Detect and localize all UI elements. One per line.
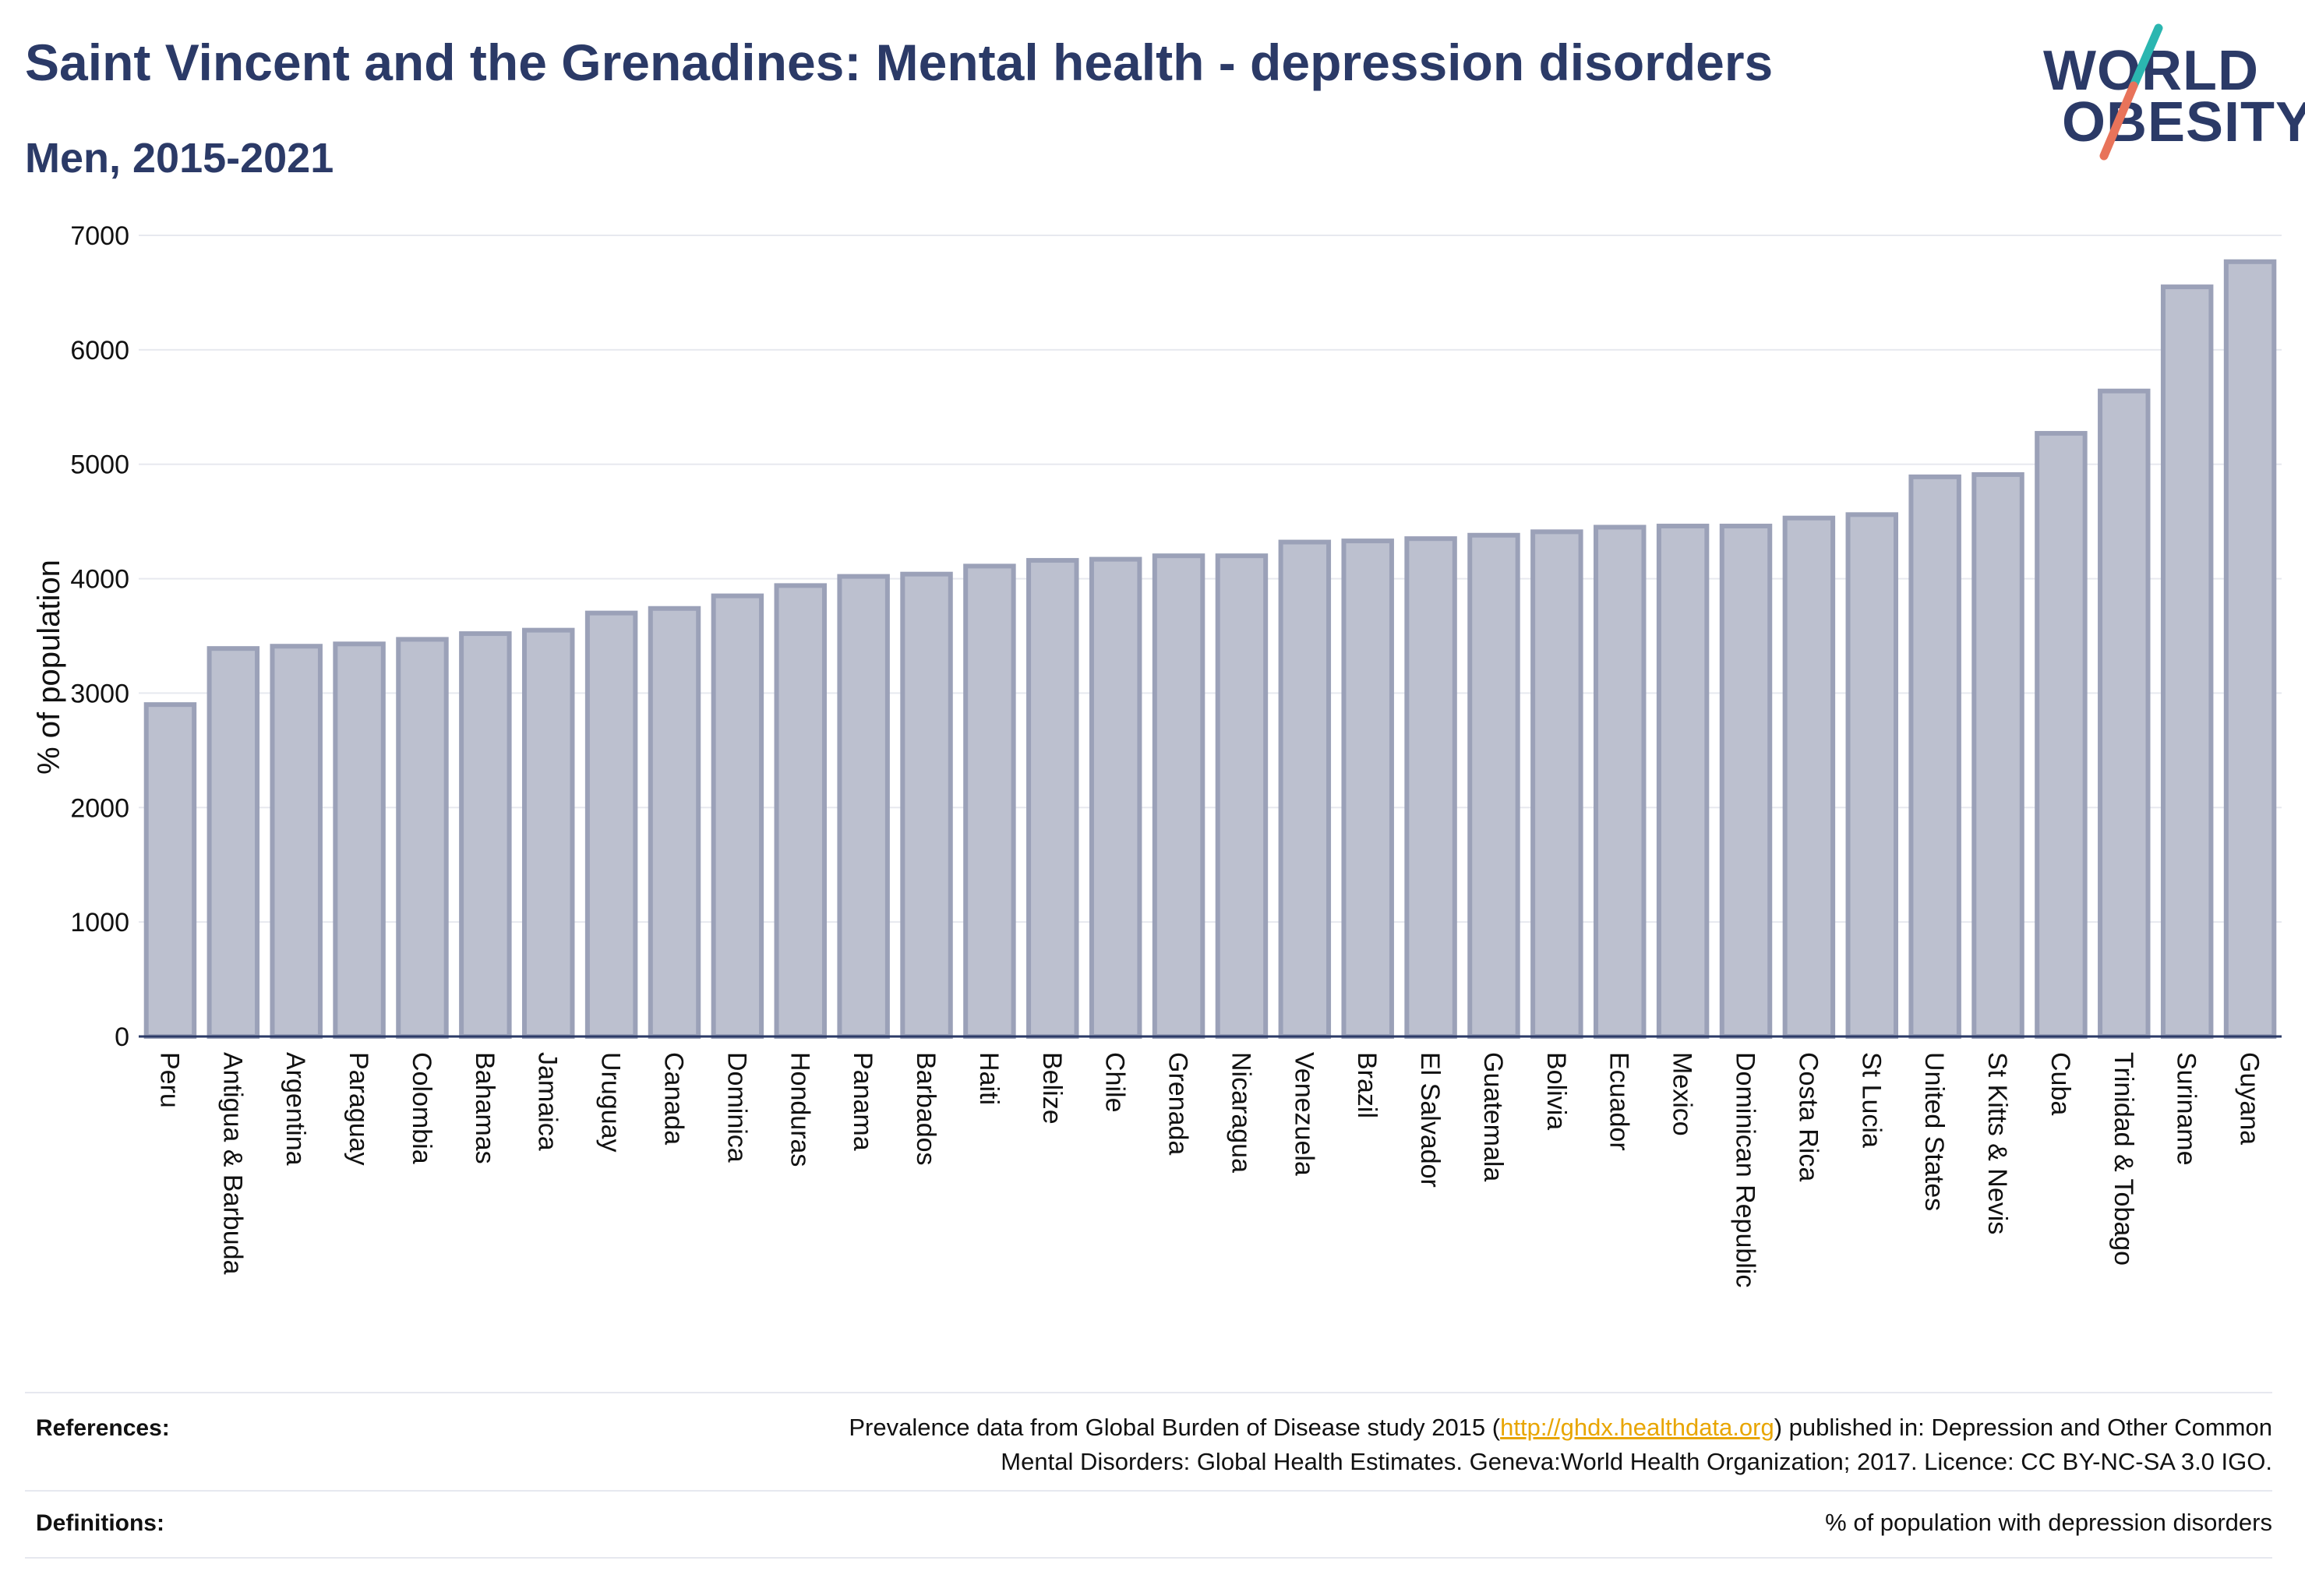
bar bbox=[1467, 532, 1520, 1040]
bar bbox=[396, 637, 449, 1039]
x-category-label: Grenada bbox=[1163, 1052, 1193, 1155]
x-category-label: Haiti bbox=[974, 1052, 1004, 1105]
y-tick-label: 6000 bbox=[70, 336, 129, 365]
x-category-label: Cuba bbox=[2046, 1052, 2075, 1115]
bar bbox=[584, 610, 638, 1039]
bar bbox=[333, 641, 386, 1040]
x-axis-categories: Peru Antigua & Barbuda Argentina Paraguay Co… bbox=[154, 1052, 2264, 1287]
y-tick-label: 5000 bbox=[70, 450, 129, 480]
logo-slash-icon bbox=[2099, 23, 2163, 161]
y-tick-label: 7000 bbox=[70, 221, 129, 251]
bar bbox=[963, 563, 1016, 1040]
bar bbox=[837, 574, 890, 1039]
x-category-label: Colombia bbox=[407, 1052, 436, 1164]
x-category-label: Bahamas bbox=[470, 1052, 499, 1164]
x-category-label: St Kitts & Nevis bbox=[1982, 1052, 2012, 1234]
bar bbox=[143, 702, 197, 1039]
x-category-label: Barbados bbox=[911, 1052, 941, 1166]
references-label: References: bbox=[36, 1415, 170, 1441]
bar bbox=[1278, 539, 1332, 1039]
definitions-text: % of population with depression disorder… bbox=[1825, 1509, 2272, 1536]
definitions-label: Definitions: bbox=[36, 1510, 164, 1536]
bar bbox=[2160, 284, 2214, 1040]
x-category-label: Antigua & Barbuda bbox=[217, 1052, 247, 1275]
x-category-label: Argentina bbox=[281, 1052, 310, 1166]
bar bbox=[1404, 536, 1457, 1039]
x-category-label: Guyana bbox=[2235, 1052, 2264, 1145]
references-text-2: ) published in: Depression and Other Com… bbox=[1774, 1414, 2272, 1441]
bar bbox=[1152, 553, 1205, 1039]
bar bbox=[774, 583, 828, 1039]
y-tick-label: 2000 bbox=[70, 793, 129, 823]
x-category-label: United States bbox=[1919, 1052, 1949, 1211]
bar bbox=[1971, 471, 2024, 1039]
bar bbox=[1908, 474, 1961, 1039]
definitions-section: Definitions: % of population with depres… bbox=[25, 1490, 2272, 1559]
x-category-label: Belize bbox=[1037, 1052, 1067, 1125]
bar bbox=[1719, 524, 1773, 1039]
bar bbox=[1656, 524, 1710, 1039]
bar bbox=[1594, 524, 1647, 1039]
chart-title: Saint Vincent and the Grenadines: Mental… bbox=[25, 34, 1774, 91]
bar bbox=[459, 631, 512, 1039]
bar-chart: 0 1000 2000 3000 4000 5000 6000 7000 Peru Antigu… bbox=[32, 221, 2282, 1287]
x-category-label: Uruguay bbox=[596, 1052, 626, 1153]
bar bbox=[2035, 431, 2088, 1039]
bar bbox=[711, 593, 764, 1040]
bar bbox=[1215, 553, 1269, 1039]
y-tick-label: 4000 bbox=[70, 565, 129, 595]
bar bbox=[1089, 556, 1142, 1039]
y-axis-label: % of population bbox=[32, 560, 66, 775]
bar bbox=[2098, 388, 2151, 1039]
y-tick-label: 1000 bbox=[70, 908, 129, 937]
bar bbox=[1341, 538, 1394, 1039]
x-category-label: Canada bbox=[659, 1052, 689, 1145]
bar bbox=[1026, 558, 1079, 1039]
x-category-label: Suriname bbox=[2172, 1052, 2201, 1166]
bar bbox=[2223, 259, 2277, 1039]
chart-subtitle: Men, 2015-2021 bbox=[25, 135, 334, 182]
x-category-label: Venezuela bbox=[1289, 1052, 1318, 1176]
x-category-label: Bolivia bbox=[1541, 1052, 1571, 1130]
bar bbox=[206, 646, 260, 1039]
x-category-label: Mexico bbox=[1668, 1052, 1697, 1136]
bar bbox=[270, 644, 323, 1040]
y-tick-label: 3000 bbox=[70, 679, 129, 708]
bar bbox=[1530, 529, 1583, 1039]
references-text-1: Prevalence data from Global Burden of Di… bbox=[849, 1414, 1501, 1441]
references-link[interactable]: http://ghdx.healthdata.org bbox=[1500, 1414, 1774, 1441]
x-category-label: Honduras bbox=[785, 1052, 814, 1167]
references-section: References: Prevalence data from Global … bbox=[25, 1392, 2272, 1492]
bar bbox=[900, 571, 953, 1039]
bars bbox=[143, 259, 2277, 1040]
bar bbox=[522, 627, 575, 1039]
references-text: Prevalence data from Global Burden of Di… bbox=[849, 1411, 2272, 1479]
x-category-label: Peru bbox=[154, 1052, 184, 1108]
x-category-label: Panama bbox=[848, 1052, 877, 1151]
bar bbox=[648, 606, 701, 1039]
bar bbox=[1782, 515, 1836, 1040]
x-category-label: Chile bbox=[1100, 1052, 1130, 1112]
x-category-label: Ecuador bbox=[1604, 1052, 1634, 1151]
x-category-label: St Lucia bbox=[1856, 1052, 1886, 1148]
x-category-label: El Salvador bbox=[1415, 1052, 1445, 1188]
x-category-label: Nicaragua bbox=[1226, 1052, 1255, 1173]
x-category-label: Jamaica bbox=[533, 1052, 563, 1151]
x-category-label: Costa Rica bbox=[1793, 1052, 1823, 1181]
references-text-3: Mental Disorders: Global Health Estimate… bbox=[1001, 1448, 2272, 1475]
logo-line-2: OBESITY bbox=[2062, 91, 2305, 154]
y-axis-ticks: 0 1000 2000 3000 4000 5000 6000 7000 bbox=[70, 221, 129, 1052]
y-tick-label: 0 bbox=[115, 1022, 129, 1052]
x-category-label: Dominican Republic bbox=[1731, 1052, 1760, 1287]
x-category-label: Paraguay bbox=[344, 1052, 373, 1166]
x-category-label: Trinidad & Tobago bbox=[2109, 1052, 2138, 1266]
x-category-label: Guatemala bbox=[1478, 1052, 1508, 1181]
bar bbox=[1845, 512, 1898, 1039]
x-category-label: Dominica bbox=[722, 1052, 751, 1163]
world-obesity-logo: WORLD OBESITY bbox=[2026, 23, 2305, 171]
x-category-label: Brazil bbox=[1352, 1052, 1382, 1118]
